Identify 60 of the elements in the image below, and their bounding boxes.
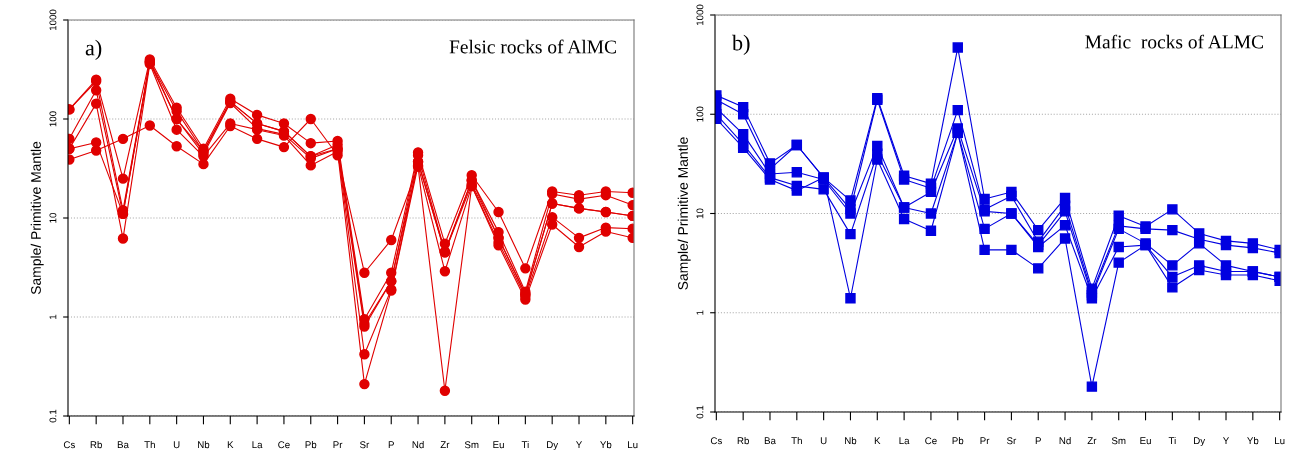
x-tick-label: U (820, 437, 827, 445)
x-tick-label: Nd (1059, 437, 1071, 445)
x-tick-label: La (252, 441, 263, 449)
x-tick-label: Sm (1111, 437, 1126, 445)
x-tick-label: Ti (1168, 437, 1176, 445)
x-tick-label: U (173, 441, 180, 449)
x-tick-label: Eu (493, 441, 504, 449)
x-tick-label: Sm (464, 441, 479, 449)
x-tick-label: Pr (333, 441, 343, 449)
annotation: Felsic rocks of AlMC (449, 39, 616, 54)
x-tick-label: Pb (952, 437, 964, 445)
x-tick-label: Eu (1140, 437, 1151, 445)
x-tick-label: Y (1222, 437, 1230, 445)
x-tick-label: Lu (1275, 437, 1285, 445)
x-tick-label: Ti (521, 441, 529, 449)
x-tick-label: Nb (198, 441, 210, 449)
x-tick-label: K (874, 437, 881, 445)
y-tick-label: 1000 (49, 9, 57, 31)
y-tick-label: 10 (49, 212, 57, 223)
x-tick-label: K (227, 441, 234, 449)
x-tick-label: Ba (764, 437, 776, 445)
y-axis-title: Sample/ Primitive Mantle (677, 137, 691, 290)
y-tick-label: 1 (696, 310, 704, 315)
x-tick-label: Pb (305, 441, 317, 449)
x-tick-label: Rb (737, 437, 749, 445)
x-tick-label: Pr (980, 437, 990, 445)
x-tick-label: Ce (278, 441, 290, 449)
x-tick-label: P (1035, 437, 1041, 445)
x-tick-label: Sr (359, 441, 370, 449)
y-tick-label: 1 (49, 314, 57, 319)
y-tick-label: 10 (696, 208, 704, 219)
x-tick-label: Lu (628, 441, 638, 449)
x-tick-label: Dy (1194, 437, 1206, 447)
x-tick-label: Th (144, 441, 155, 449)
x-tick-label: Dy (547, 441, 559, 451)
x-tick-label: Y (575, 441, 583, 449)
x-tick-label: Yb (600, 441, 612, 449)
y-tick-label: 100 (696, 106, 704, 122)
y-tick-label: 0.1 (696, 405, 704, 419)
x-tick-label: Zr (1087, 437, 1097, 445)
annotation: a) (85, 39, 102, 60)
x-tick-label: Cs (710, 437, 722, 445)
x-tick-label: Ba (117, 441, 129, 449)
x-tick-label: Nd (412, 441, 424, 449)
x-tick-label: Cs (63, 441, 75, 449)
x-tick-label: Nb (845, 437, 857, 445)
y-tick-label: 1000 (696, 4, 704, 26)
x-tick-label: Rb (90, 441, 102, 449)
x-tick-label: Sr (1006, 437, 1017, 445)
annotation: b) (731, 34, 750, 55)
x-tick-label: La (899, 437, 910, 445)
x-tick-label: Ce (925, 437, 937, 445)
x-tick-label: Th (791, 437, 802, 445)
y-tick-label: 100 (49, 111, 57, 127)
y-axis-title: Sample/ Primitive Mantle (30, 141, 44, 295)
annotation: Mafic rocks of ALMC (1085, 34, 1263, 49)
y-tick-label: 0.1 (49, 409, 57, 423)
x-tick-label: Yb (1247, 437, 1259, 445)
x-tick-label: P (388, 441, 394, 449)
x-tick-label: Zr (440, 441, 450, 449)
